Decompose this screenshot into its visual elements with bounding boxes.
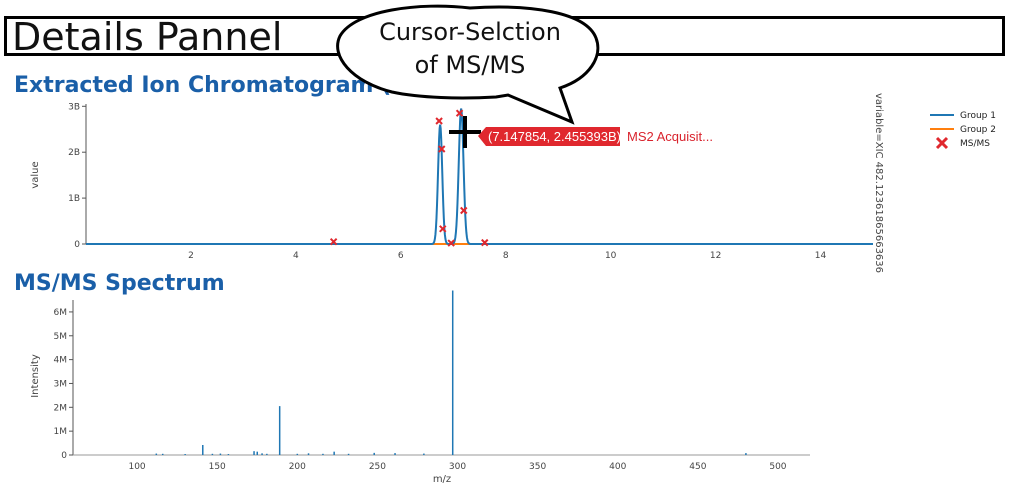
tooltip-coordinates: (7.147854, 2.455393B) xyxy=(488,129,621,144)
msms-spectrum-chart[interactable]: Intensity m/z 0 1M 2M 3M 4M 5M 6M 100 150 200 250… xyxy=(30,290,810,485)
callout-line-2: of MS/MS xyxy=(415,51,526,79)
spectrum-y-tick-label: 1M xyxy=(54,427,68,437)
spectrum-y-tick-label: 2M xyxy=(54,403,68,413)
msms-marker[interactable] xyxy=(435,117,443,125)
msms-marker[interactable] xyxy=(438,145,446,153)
msms-marker[interactable] xyxy=(481,238,489,247)
spectrum-x-tick-label: 450 xyxy=(689,462,706,472)
msms-marker[interactable] xyxy=(439,225,447,233)
xic-chart[interactable]: value 0 1B 2B 3B 2 4 6 8 10 12 14 xyxy=(30,102,873,261)
xic-series-group1 xyxy=(86,108,873,246)
xic-legend: Group 1 Group 2 MS/MS xyxy=(930,111,996,150)
msms-marker[interactable] xyxy=(329,237,338,246)
xic-y-tick-label: 1B xyxy=(68,194,80,204)
xic-x-tick-label: 12 xyxy=(710,251,721,261)
xic-x-tick-label: 10 xyxy=(605,251,617,261)
callout-speech-bubble: Cursor-Selction of MS/MS xyxy=(336,4,600,125)
spectrum-x-axis-title: m/z xyxy=(433,474,451,485)
legend-msms-label: MS/MS xyxy=(960,139,990,149)
legend-group2-label: Group 2 xyxy=(960,125,996,135)
spectrum-y-tick-label: 4M xyxy=(54,356,68,366)
xic-y-axis-title: value xyxy=(30,161,41,188)
spectrum-y-tick-label: 3M xyxy=(54,379,68,389)
spectrum-x-tick-label: 100 xyxy=(128,462,145,472)
callout-line-1: Cursor-Selction xyxy=(379,18,561,46)
xic-x-tick-label: 6 xyxy=(398,251,404,261)
callout-bubble-shape xyxy=(336,4,600,125)
panel-title: Details Pannel xyxy=(12,15,283,59)
spectrum-y-tick-label: 5M xyxy=(54,332,68,342)
spectrum-y-tick-label: 0 xyxy=(61,451,67,461)
spectrum-x-tick-label: 150 xyxy=(209,462,226,472)
tooltip-series-name: MS2 Acquisit... xyxy=(627,129,713,144)
spectrum-x-tick-label: 200 xyxy=(289,462,306,472)
xic-x-tick-label: 2 xyxy=(188,251,194,261)
cursor-crosshair-icon xyxy=(449,116,481,148)
msms-section-title: MS/MS Spectrum xyxy=(14,271,225,296)
xic-x-tick-label: 4 xyxy=(293,251,299,261)
spectrum-x-tick-label: 300 xyxy=(449,462,466,472)
legend-group1-label: Group 1 xyxy=(960,111,996,121)
spectrum-x-tick-label: 400 xyxy=(609,462,626,472)
spectrum-x-tick-label: 350 xyxy=(529,462,546,472)
tooltip-box xyxy=(478,127,620,146)
spectrum-y-axis-title: Intensity xyxy=(30,354,41,398)
spectrum-y-tick-label: 6M xyxy=(54,308,68,318)
xic-y-tick-label: 2B xyxy=(68,148,80,158)
msms-marker[interactable] xyxy=(455,109,464,117)
msms-marker[interactable] xyxy=(460,206,468,215)
xic-x-tick-label: 8 xyxy=(503,251,509,261)
xic-x-tick-label: 14 xyxy=(815,251,827,261)
xic-variable-label: variable=XIC 482.12361865663636 xyxy=(873,93,884,273)
hover-tooltip: (7.147854, 2.455393B) MS2 Acquisit... xyxy=(478,127,713,146)
spectrum-x-tick-label: 500 xyxy=(769,462,786,472)
legend-msms-swatch-icon xyxy=(935,136,949,150)
spectrum-x-tick-label: 250 xyxy=(369,462,386,472)
xic-y-tick-label: 0 xyxy=(74,240,80,250)
msms-marker[interactable] xyxy=(447,239,455,247)
xic-y-tick-label: 3B xyxy=(68,102,80,112)
